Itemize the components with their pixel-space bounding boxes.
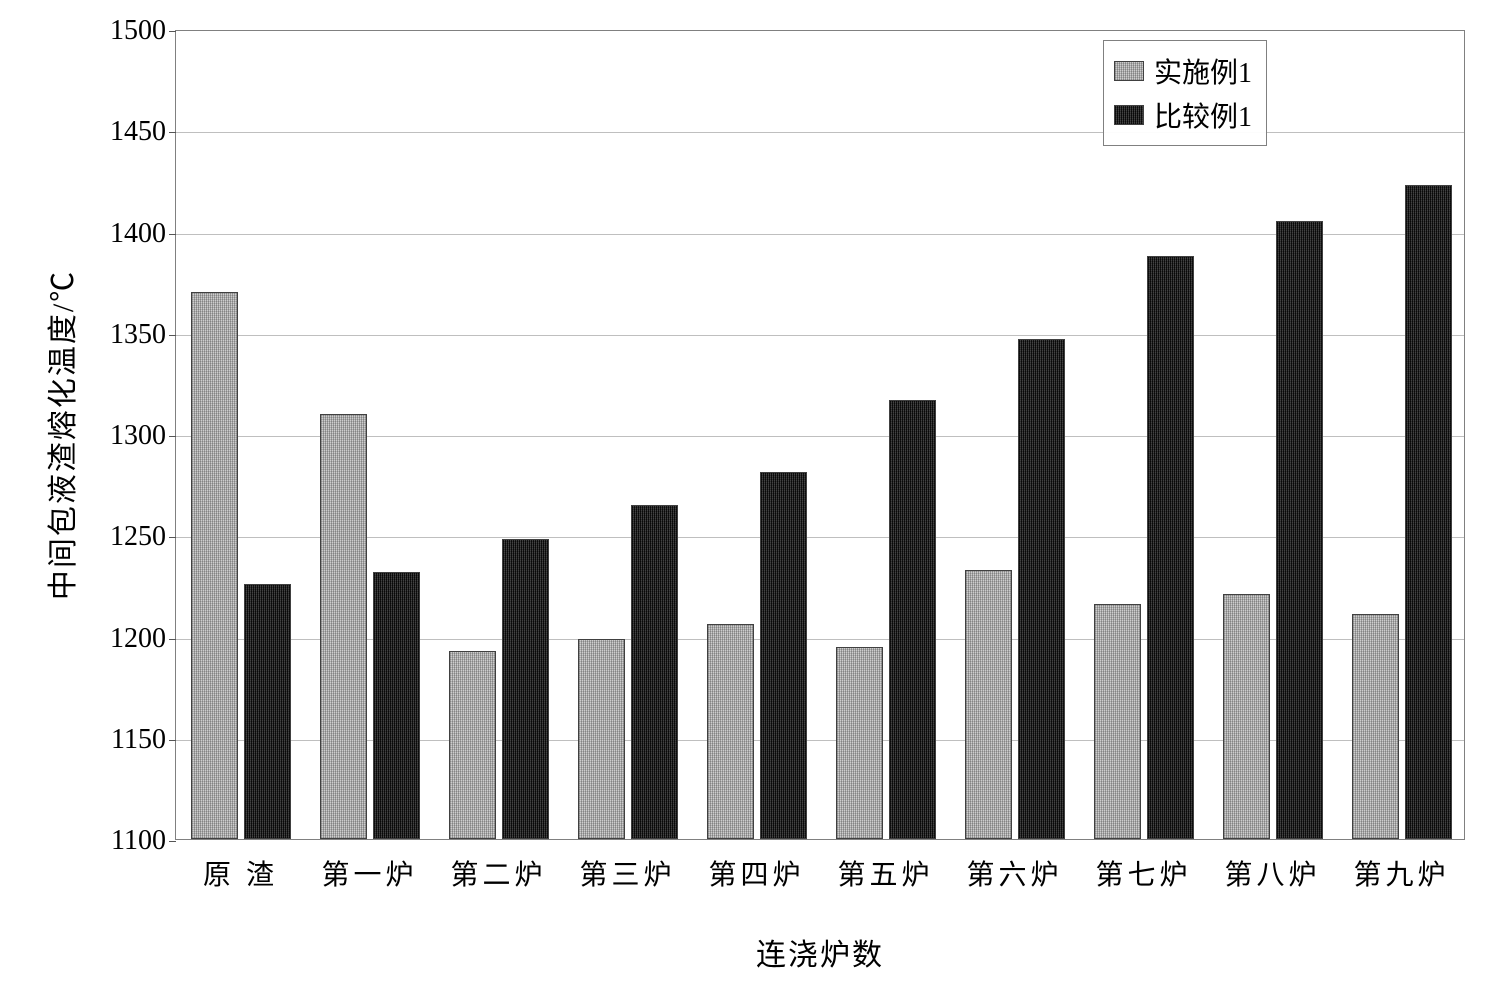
bar [1276,221,1323,839]
gridline [176,740,1464,741]
bar [965,570,1012,839]
gridline [176,335,1464,336]
bar [1223,594,1270,839]
gridline [176,132,1464,133]
gridline [176,639,1464,640]
bar [1405,185,1452,839]
y-tick-label: 1150 [111,724,176,756]
y-tick-label: 1100 [111,825,176,857]
legend-swatch [1114,61,1144,81]
bar [320,414,367,839]
bar [889,400,936,839]
x-tick-label: 第八炉 [1224,839,1320,893]
legend-item: 实施例1 [1114,49,1252,93]
y-tick-label: 1350 [110,319,176,351]
x-tick-label: 第一炉 [321,839,417,893]
bar [1018,339,1065,839]
bar [1352,614,1399,839]
bar [244,584,291,839]
bar [1094,604,1141,839]
legend-label: 实施例1 [1154,51,1252,91]
x-tick-label: 第六炉 [966,839,1062,893]
x-tick-label: 第五炉 [837,839,933,893]
gridline [176,436,1464,437]
x-tick-label: 第九炉 [1353,839,1449,893]
chart-root: 110011501200125013001350140014501500原 渣第… [0,0,1485,996]
y-tick-label: 1400 [110,218,176,250]
bar [191,292,238,839]
y-tick-label: 1500 [110,15,176,47]
bar [502,539,549,839]
y-tick-label: 1450 [110,116,176,148]
x-tick-label: 第四炉 [708,839,804,893]
gridline [176,537,1464,538]
bar [449,651,496,839]
gridline [176,234,1464,235]
bar [373,572,420,839]
bar [707,624,754,839]
x-tick-label: 原 渣 [203,839,278,893]
plot-area: 110011501200125013001350140014501500原 渣第… [175,30,1465,840]
y-tick-label: 1300 [110,420,176,452]
legend-box: 实施例1比较例1 [1103,40,1267,146]
x-axis-label: 连浇炉数 [756,930,884,974]
x-tick-label: 第二炉 [450,839,546,893]
y-axis-label: 中间包液渣熔化温度/℃ [38,270,82,600]
legend-label: 比较例1 [1154,95,1252,135]
bar [631,505,678,839]
y-tick-label: 1250 [110,521,176,553]
bar [578,639,625,839]
legend-item: 比较例1 [1114,93,1252,137]
bar [1147,256,1194,839]
y-tick-label: 1200 [110,623,176,655]
bar [836,647,883,839]
x-tick-label: 第七炉 [1095,839,1191,893]
x-tick-label: 第三炉 [579,839,675,893]
bar [760,472,807,839]
legend-swatch [1114,105,1144,125]
